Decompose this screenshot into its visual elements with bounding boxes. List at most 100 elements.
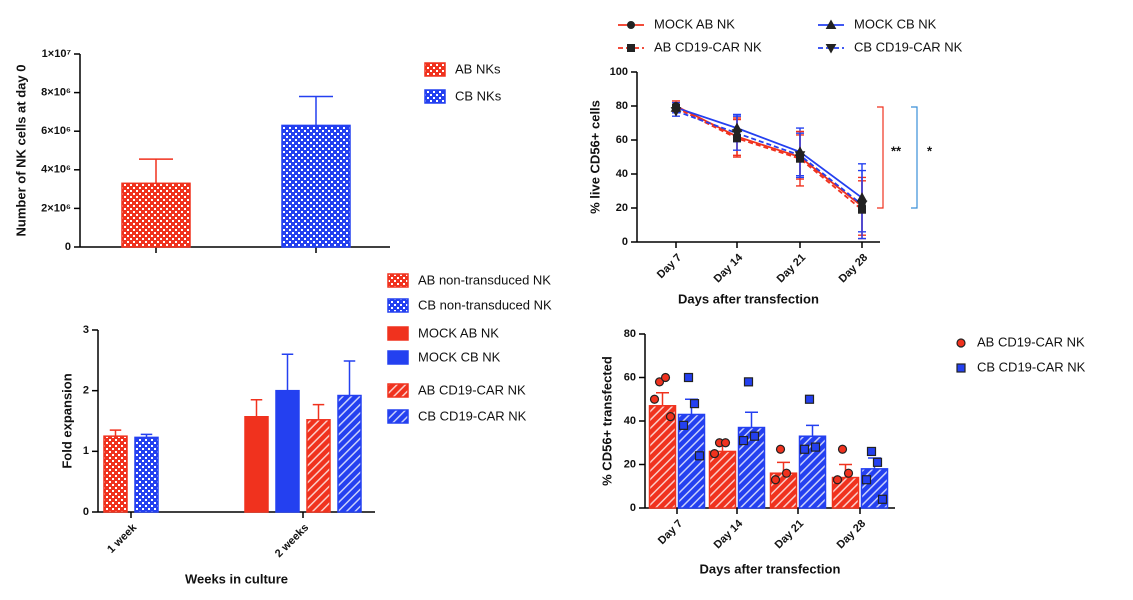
y-tick-label: 80: [616, 100, 628, 112]
legend-label: AB CD19-CAR NK: [977, 334, 1085, 349]
error-bar: [343, 360, 356, 396]
marker: [770, 475, 781, 485]
x-tick-label: Day 14: [712, 251, 746, 285]
significance-bracket: [877, 106, 884, 209]
y-tick-label: 100: [610, 66, 628, 78]
x-tick-label: Day 21: [775, 252, 809, 286]
bar: [306, 419, 331, 513]
marker: [825, 19, 837, 29]
legend-label: CB non-transduced NK: [418, 297, 552, 312]
bar: [648, 405, 677, 509]
marker: [731, 129, 743, 139]
x-axis-title: Weeks in culture: [185, 571, 288, 586]
bar: [134, 436, 159, 513]
legend-swatch: [424, 89, 446, 104]
legend-label: CB NKs: [455, 88, 502, 103]
error-bar: [312, 403, 325, 420]
marker: [720, 438, 731, 448]
marker: [654, 377, 665, 387]
legend-swatch: [387, 273, 409, 288]
marker: [781, 468, 792, 478]
marker: [866, 446, 877, 457]
legend-label: MOCK AB NK: [418, 325, 499, 340]
legend-label: CB CD19-CAR NK: [977, 359, 1086, 374]
marker: [956, 338, 966, 348]
error-bar: [250, 399, 263, 417]
bar: [831, 476, 860, 509]
legend-label: MOCK CB NK: [854, 16, 937, 31]
marker: [804, 394, 815, 404]
y-tick-label: 8×10⁶: [41, 87, 71, 99]
y-tick-label: 2×10⁶: [41, 202, 71, 214]
marker: [670, 107, 682, 117]
y-tick-label: 40: [616, 168, 628, 180]
y-tick-label: 20: [616, 202, 628, 214]
legend-label: MOCK CB NK: [418, 349, 501, 364]
legend-label: AB CD19-CAR NK: [418, 382, 526, 397]
y-tick-label: 40: [624, 415, 636, 427]
x-tick-label: Day 21: [773, 518, 807, 552]
marker: [799, 444, 810, 454]
y-tick-label: 80: [624, 328, 636, 340]
legend-label: CB CD19-CAR NK: [854, 39, 963, 54]
series-line: [675, 110, 863, 206]
marker: [837, 444, 848, 454]
marker: [956, 363, 966, 373]
marker: [678, 420, 689, 430]
x-tick-label: Day 14: [712, 517, 746, 551]
y-tick-label: 6×10⁶: [41, 125, 71, 137]
marker: [794, 151, 806, 161]
error-bar: [806, 424, 819, 437]
x-tick-label: Day 28: [837, 252, 871, 286]
y-tick-label: 0: [65, 241, 71, 253]
legend-swatch: [424, 62, 446, 77]
bar: [281, 124, 351, 248]
y-tick-label: 1×10⁷: [42, 48, 72, 60]
x-tick-label: Day 7: [656, 518, 685, 547]
marker: [743, 377, 754, 387]
y-tick-label: 1: [83, 445, 89, 457]
x-axis-title: Days after transfection: [678, 291, 819, 306]
marker: [877, 494, 888, 504]
bar: [103, 435, 128, 513]
series-line: [675, 105, 863, 208]
error-bar: [139, 158, 173, 184]
significance-bracket: [911, 106, 918, 209]
y-tick-label: 4×10⁶: [41, 164, 71, 176]
marker: [810, 442, 821, 452]
marker: [694, 451, 705, 461]
legend-swatch: [387, 298, 409, 313]
marker: [861, 475, 872, 485]
significance-label: *: [927, 143, 933, 158]
marker: [872, 457, 883, 467]
legend-label: MOCK AB NK: [654, 16, 735, 31]
marker: [660, 372, 671, 383]
legend-label: AB NKs: [455, 61, 501, 76]
bar: [121, 182, 191, 248]
marker: [749, 431, 760, 441]
y-tick-label: 0: [622, 236, 628, 248]
marker: [683, 372, 694, 383]
x-tick-label: 1 week: [105, 521, 140, 556]
bar: [244, 416, 269, 513]
x-tick-label: 2 weeks: [273, 522, 311, 560]
error-bar: [109, 429, 122, 437]
marker: [832, 475, 843, 485]
marker: [665, 412, 676, 422]
y-tick-label: 0: [630, 502, 636, 514]
legend-label: CB CD19-CAR NK: [418, 408, 527, 423]
y-tick-label: 2: [83, 385, 89, 397]
marker: [627, 21, 635, 29]
y-tick-label: 3: [83, 324, 89, 336]
marker: [709, 449, 720, 459]
x-tick-label: Day 28: [835, 518, 869, 552]
y-tick-label: 20: [624, 458, 636, 470]
y-axis-title: Number of NK cells at day 0: [13, 65, 28, 237]
legend-label: AB CD19-CAR NK: [654, 39, 762, 54]
bar: [769, 472, 798, 509]
y-axis-title: % live CD56+ cells: [587, 100, 602, 214]
legend-swatch: [387, 409, 409, 424]
y-axis-title: % CD56+ transfected: [599, 356, 614, 486]
significance-label: **: [891, 143, 902, 158]
